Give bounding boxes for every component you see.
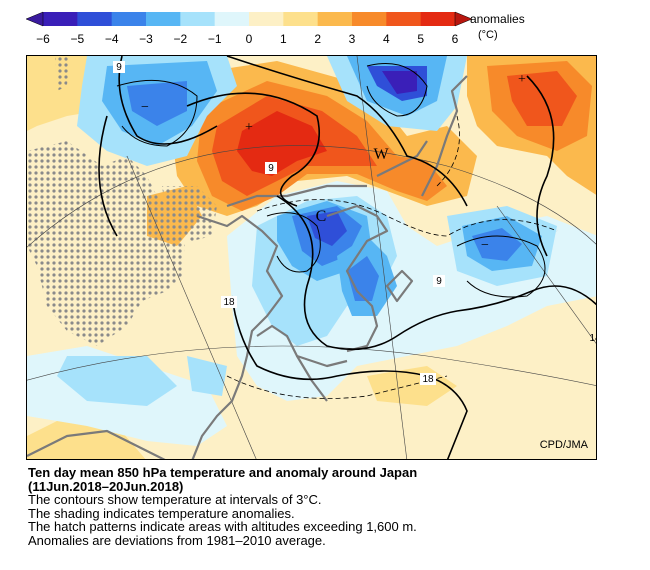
- colorbar-tick-label: 6: [452, 32, 459, 46]
- colorbar-cell: [386, 12, 422, 26]
- high-altitude-hatch: [27, 56, 217, 346]
- colorbar-cells: [43, 12, 456, 26]
- colorbar-cell: [111, 12, 147, 26]
- caption-line4: Anomalies are deviations from 1981–2010 …: [28, 532, 326, 548]
- minus-symbol-nw: −: [141, 100, 149, 115]
- colorbar-left-arrow: [25, 11, 44, 27]
- contour-label-center: 9: [268, 163, 274, 174]
- contour-label-west-18: 18: [223, 297, 235, 308]
- colorbar-ticks: −6 −5 −4 −3 −2 −1 0 1 2 3 4 5 6: [36, 32, 459, 46]
- caption-title-line2: (11Jun.2018–20Jun.2018): [28, 478, 184, 494]
- colorbar-cell: [317, 12, 353, 26]
- colorbar-cell: [249, 12, 284, 26]
- cold-symbol-c: C: [316, 208, 327, 225]
- anomaly-zero-lines: [226, 115, 558, 399]
- colorbar-tick-label: −1: [208, 32, 222, 46]
- colorbar-tick-label: 4: [383, 32, 390, 46]
- graticule: [27, 56, 596, 459]
- colorbar-tick-label: −2: [173, 32, 187, 46]
- caption-line3: The hatch patterns indicate areas with a…: [28, 519, 417, 534]
- colorbar-cell: [146, 12, 181, 26]
- figure-caption: Ten day mean 850 hPa temperature and ano…: [28, 466, 628, 547]
- credit-label: CPD/JMA: [539, 439, 588, 451]
- plus-symbol-ne: +: [518, 72, 526, 87]
- colorbar-tick-label: −3: [139, 32, 153, 46]
- anomaly-colorbar: −6 −5 −4 −3 −2 −1 0 1 2 3 4 5 6 anomalies (°C): [25, 11, 525, 46]
- warm-symbol-w: W: [373, 146, 389, 163]
- colorbar-cell: [43, 12, 78, 26]
- anomaly-symbols: W C + + − −: [141, 72, 526, 253]
- coastlines: [27, 75, 468, 459]
- contour-label-nw: 9: [116, 62, 122, 73]
- caption-line2: The shading indicates temperature anomal…: [28, 505, 295, 521]
- colorbar-tick-label: −4: [105, 32, 119, 46]
- colorbar-tick-label: 1: [280, 32, 287, 46]
- contour-label-east: 9: [436, 276, 442, 287]
- colorbar-tick-label: 5: [417, 32, 424, 46]
- colorbar-label-units: (°C): [478, 29, 498, 41]
- colorbar-cell: [420, 12, 456, 26]
- plus-symbol-center: +: [245, 120, 253, 135]
- colorbar-tick-label: 0: [246, 32, 253, 46]
- temperature-anomaly-map: 9 9 9 18 18 14 W C + + − −: [26, 55, 597, 460]
- colorbar-tick-label: −6: [36, 32, 50, 46]
- contour-label-south-18: 18: [422, 374, 434, 385]
- colorbar-cell: [283, 12, 319, 26]
- colorbar-cell: [214, 12, 250, 26]
- temperature-contours: [98, 56, 596, 459]
- colorbar-label-anomalies: anomalies: [470, 12, 525, 26]
- colorbar-tick-label: 2: [314, 32, 321, 46]
- colorbar-cell: [77, 12, 113, 26]
- colorbar-tick-label: 3: [349, 32, 356, 46]
- caption-line1: The contours show temperature at interva…: [28, 492, 322, 507]
- colorbar-right-arrow: [454, 11, 473, 27]
- contour-labels: 9 9 9 18 18 14: [113, 61, 597, 385]
- contour-label-edge-14: 14: [589, 333, 597, 344]
- minus-symbol-east: −: [481, 238, 489, 253]
- colorbar-cell: [180, 12, 216, 26]
- colorbar-tick-label: −5: [70, 32, 84, 46]
- colorbar-cell: [352, 12, 387, 26]
- caption-title-line1: Ten day mean 850 hPa temperature and ano…: [28, 465, 418, 480]
